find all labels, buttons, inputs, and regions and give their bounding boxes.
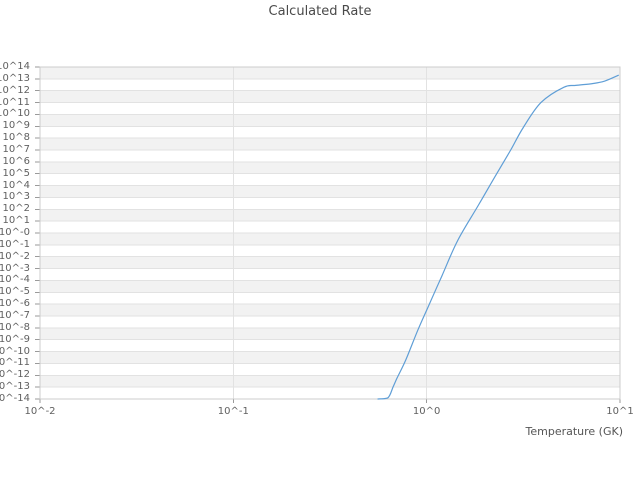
y-tick-label: 10^-11 (0, 357, 30, 369)
y-tick-label: 10^14 (0, 61, 30, 72)
y-tick-label: 10^-14 (0, 393, 30, 404)
plot-frame (39, 66, 621, 400)
y-tick-label: 10^-8 (0, 321, 30, 333)
y-tick-label: 10^7 (2, 144, 30, 155)
y-tick-label: 10^-10 (0, 345, 30, 357)
y-tick-label: 10^-5 (0, 286, 30, 298)
decade-bands (40, 67, 620, 388)
y-tick-label: 10^8 (2, 132, 30, 144)
y-tick-label: 10^-2 (0, 250, 30, 262)
y-tick-label: 10^3 (2, 191, 30, 203)
y-tick-label: 10^2 (2, 203, 30, 215)
x-tick-label: 10^-1 (217, 406, 249, 417)
x-tick-label: 10^1 (606, 406, 634, 417)
y-tick-label: 10^11 (0, 96, 30, 108)
y-tick-label: 10^-12 (0, 369, 30, 381)
y-tick-label: 10^-1 (0, 238, 30, 250)
x-axis-label: Temperature (GK) (525, 425, 624, 438)
y-tick-label: 10^1 (2, 215, 30, 227)
y-tick-label: 10^-4 (0, 274, 30, 286)
y-tick-label: 10^13 (0, 72, 30, 84)
y-tick-label: 10^10 (0, 108, 30, 120)
y-tick-label: 10^-0 (0, 227, 30, 238)
rate-curve-group (377, 74, 619, 400)
y-tick-label: 10^-7 (0, 310, 30, 321)
axis-tick-marks (35, 66, 621, 403)
gridlines (39, 66, 621, 400)
y-tick-label: 10^4 (2, 179, 30, 191)
x-tick-label: 10^0 (412, 406, 441, 417)
y-tick-label: 10^6 (2, 155, 30, 167)
y-tick-label: 10^12 (0, 84, 30, 96)
y-tick-label: 10^-9 (0, 333, 30, 345)
chart-title: Calculated Rate (268, 4, 372, 19)
y-tick-label: 10^5 (2, 167, 30, 179)
y-tick-label: 10^-13 (0, 381, 30, 393)
y-tick-label: 10^9 (2, 120, 30, 132)
y-tick-label: 10^-3 (0, 262, 30, 274)
x-tick-label: 10^-2 (24, 406, 56, 417)
rate-curve (377, 74, 619, 400)
y-tick-label: 10^-6 (0, 298, 30, 310)
